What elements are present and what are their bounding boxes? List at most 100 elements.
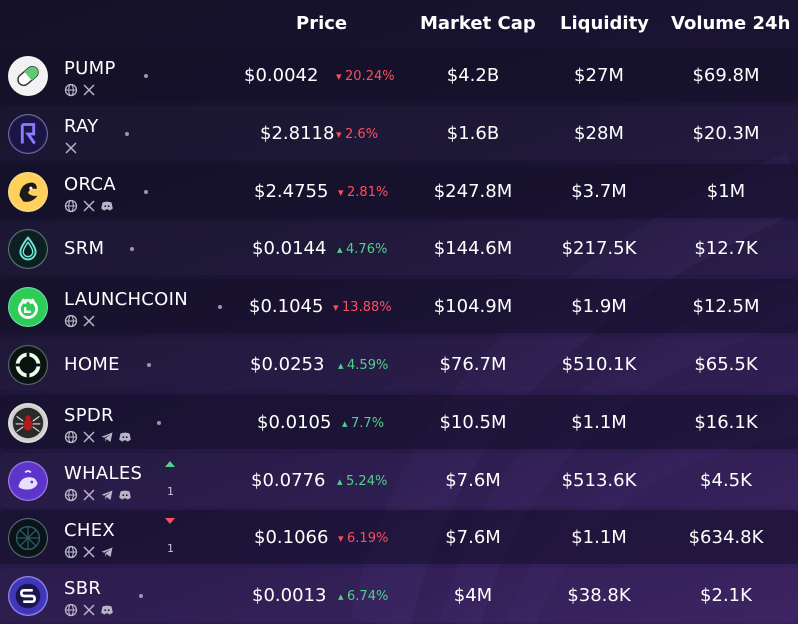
market-cap-value: $4.2B [446, 65, 500, 86]
price-change-value: 4.76% [346, 242, 388, 258]
caret-down-icon: ▾ [336, 127, 346, 141]
social-links [64, 140, 78, 159]
telegram-icon[interactable] [100, 487, 114, 506]
token-row[interactable]: ORCA $2.4755 ▾ 2.81% $247.8M $3.7M $1M [0, 163, 798, 218]
caret-up-icon: ▴ [342, 416, 352, 430]
price-change-value: 7.7% [351, 415, 385, 431]
price-change: ▴ 4.76% [337, 242, 387, 257]
token-row[interactable]: SRM $0.0144 ▴ 4.76% $144.6M $217.5K $12.7K [0, 221, 798, 275]
triangle-down-icon [165, 518, 175, 525]
token-symbol[interactable]: SRM [64, 238, 105, 260]
price-change: ▾ 6.19% [338, 531, 388, 546]
x-icon[interactable] [82, 313, 96, 332]
token-price: $2.8118 [260, 122, 335, 144]
volume-value: $12.7K [694, 238, 758, 260]
home-icon [8, 345, 48, 385]
social-links [64, 198, 114, 217]
price-change: ▾ 13.88% [333, 300, 392, 315]
price-column-header[interactable]: Price [296, 13, 348, 34]
discord-icon[interactable] [118, 429, 132, 448]
orca-icon [8, 171, 48, 212]
token-row[interactable]: LAUNCHCOIN $0.1045 ▾ 13.88% $104.9M $1.9M $12… [0, 279, 798, 334]
chex-icon [8, 518, 48, 559]
separator-dot [218, 305, 222, 310]
discord-icon[interactable] [100, 602, 114, 621]
token-symbol[interactable]: PUMP [64, 58, 116, 79]
globe-icon[interactable] [64, 602, 78, 621]
x-icon[interactable] [82, 544, 96, 563]
liquidity-value: $217.5K [561, 238, 637, 260]
rank-change-count: 1 [167, 484, 174, 498]
volume-value: $16.1K [694, 411, 758, 433]
globe-icon[interactable] [64, 313, 78, 332]
price-change: ▴ 7.7% [342, 416, 384, 431]
globe-icon[interactable] [64, 487, 78, 506]
token-price: $0.0105 [257, 411, 332, 433]
token-row[interactable]: CHEX 1 $0.1066 ▾ 6.19% $7.6M $1.1M $634.8K [0, 510, 798, 565]
telegram-icon[interactable] [100, 544, 114, 563]
price-change-value: 2.6% [345, 126, 379, 142]
volume-value: $2.1K [700, 585, 752, 607]
price-change-value: 20.24% [345, 69, 395, 84]
liquidity-column-header[interactable]: Liquidity [560, 13, 649, 34]
price-change-value: 2.81% [347, 184, 389, 200]
market-cap-value: $1.6B [446, 122, 500, 144]
token-symbol[interactable]: LAUNCHCOIN [64, 289, 189, 311]
globe-icon[interactable] [64, 198, 78, 217]
market-cap-value: $144.6M [433, 238, 513, 260]
whale-icon [8, 460, 48, 501]
token-symbol[interactable]: WHALES [64, 462, 143, 484]
caret-up-icon: ▴ [337, 243, 347, 257]
price-change: ▾ 2.6% [336, 127, 378, 142]
token-row[interactable]: WHALES 1 $0.0776 ▴ 5.24% $7.6M $513.6K $4.5K [0, 453, 798, 507]
market-cap-value: $7.6M [445, 469, 501, 491]
x-icon[interactable] [82, 487, 96, 506]
token-row[interactable]: SPDR $0.0105 ▴ 7.7% $10.5M $1.1M $16.1K [0, 394, 798, 449]
volume-column-header[interactable]: Volume 24h [671, 13, 791, 34]
price-change-value: 6.19% [347, 531, 389, 547]
globe-icon[interactable] [64, 544, 78, 563]
globe-icon[interactable] [64, 429, 78, 448]
liquidity-value: $27M [574, 65, 624, 86]
volume-value: $69.8M [692, 65, 760, 86]
saber-icon [8, 576, 48, 617]
caret-down-icon: ▾ [338, 532, 348, 546]
x-icon[interactable] [64, 140, 78, 159]
token-row[interactable]: SBR $0.0013 ▴ 6.74% $4M $38.8K $2.1K [0, 568, 798, 622]
x-icon[interactable] [82, 198, 96, 217]
token-symbol[interactable]: ORCA [64, 173, 116, 195]
price-change-value: 13.88% [342, 300, 392, 316]
volume-value: $634.8K [688, 527, 764, 549]
token-price: $0.1066 [254, 527, 329, 549]
volume-value: $65.5K [694, 354, 758, 375]
token-row[interactable]: HOME $0.0253 ▴ 4.59% $76.7M $510.1K $65.5K [0, 337, 798, 391]
token-symbol[interactable]: CHEX [64, 520, 116, 542]
telegram-icon[interactable] [100, 429, 114, 448]
globe-icon[interactable] [64, 82, 78, 101]
token-symbol[interactable]: SPDR [64, 404, 114, 426]
price-change: ▴ 4.59% [338, 358, 388, 373]
market-cap-value: $104.9M [433, 296, 513, 318]
token-symbol[interactable]: SBR [64, 578, 102, 600]
x-icon[interactable] [82, 602, 96, 621]
liquidity-value: $3.7M [571, 180, 627, 202]
market-cap-value: $10.5M [439, 411, 507, 433]
price-change-value: 6.74% [347, 589, 389, 605]
x-icon[interactable] [82, 82, 96, 101]
social-links [64, 429, 132, 448]
discord-icon[interactable] [118, 487, 132, 506]
market-cap-value: $4M [453, 585, 493, 607]
x-icon[interactable] [82, 429, 96, 448]
token-price: $0.0253 [250, 354, 325, 375]
token-symbol[interactable]: RAY [64, 115, 99, 137]
market-cap-column-header[interactable]: Market Cap [420, 13, 536, 34]
token-row[interactable]: RAY $2.8118 ▾ 2.6% $1.6B $28M $20.3M [0, 106, 798, 160]
token-row[interactable]: PUMP $0.0042 ▾ 20.24% $4.2B $27M $69.8M [0, 48, 798, 102]
separator-dot [125, 131, 129, 136]
discord-icon[interactable] [100, 198, 114, 217]
token-price: $0.1045 [249, 296, 324, 318]
token-price: $2.4755 [254, 180, 329, 202]
token-symbol[interactable]: HOME [64, 354, 120, 375]
price-change-value: 4.59% [347, 358, 389, 373]
liquidity-value: $513.6K [561, 469, 637, 491]
